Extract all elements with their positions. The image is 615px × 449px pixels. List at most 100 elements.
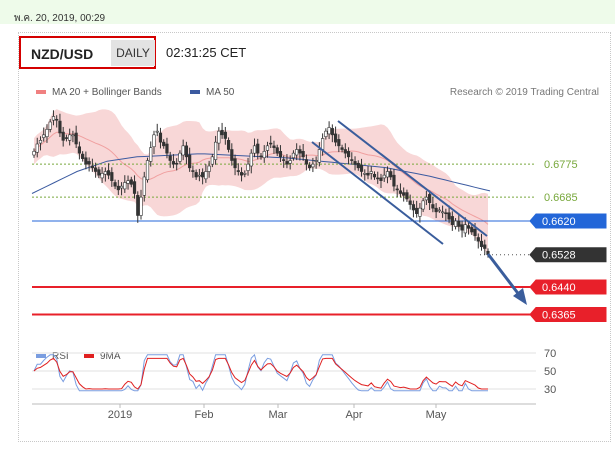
rsi-9ma-line [33,357,488,390]
trend-upper-line [337,120,488,237]
level-box-0.6440 [529,279,607,295]
candle-body [428,194,432,203]
candle-body [337,139,341,147]
candle-body [178,152,182,162]
candle-body [291,152,296,159]
candle-body [385,171,390,178]
candle-body [129,179,133,185]
candle-body [68,134,72,141]
candle-body [51,116,56,121]
candle-body [473,228,477,236]
candle-body [450,216,454,225]
candle-body [308,164,312,169]
candle-body [376,177,380,180]
legend-ma20-label: MA 20 + Bollinger Bands [52,87,162,98]
candle-body [220,129,224,136]
candle-body [314,160,318,162]
candle-body [278,151,283,158]
legend-ma20: MA 20 + Bollinger Bands [36,87,162,98]
legend-ma50-label: MA 50 [206,87,235,98]
candle-body [48,121,52,130]
candle-body [395,188,399,191]
candle-body [418,207,422,217]
candle-body [434,207,438,213]
candle-body [32,151,36,156]
bollinger-band [34,109,488,255]
rsi-swatch [36,354,46,359]
candle-body [149,147,153,162]
candle-body [61,131,65,141]
candle-body [311,163,315,168]
candle-body [77,146,81,154]
timeframe-button[interactable]: DAILY [111,40,155,66]
candle-body [269,142,273,145]
candle-body [431,204,435,209]
legend-9ma: 9MA [84,351,121,362]
candle-body [275,147,279,154]
candle-body [152,134,156,148]
candle-body [90,165,94,169]
candle-body [136,195,140,216]
chart-panel [18,32,611,442]
candle-body [197,174,201,177]
candle-body [165,143,169,154]
level-label-0.6440: 0.6440 [542,282,576,294]
candle-body [447,212,451,220]
legend-rsi: RSI [36,351,69,362]
candle-body [35,143,39,153]
candle-body [457,220,461,227]
x-tick-label-May: May [426,409,447,421]
candle-body [171,161,176,165]
candle-body [84,157,88,165]
candle-body [94,167,98,172]
candle-body [372,173,377,178]
level-box-0.6620 [529,213,607,229]
level-box-0.6365 [529,307,607,322]
credit-text: Research © 2019 Trading Central [449,87,599,98]
candle-body [71,134,75,137]
x-tick-label-Feb: Feb [195,409,214,421]
candle-body [103,171,107,175]
candle-body [126,180,130,184]
candle-body [411,204,416,211]
level-label-0.6685: 0.6685 [544,192,578,204]
level-box-0.6528 [529,247,607,263]
pair-selector[interactable]: NZD/USD DAILY [19,36,156,69]
candle-body [188,154,192,169]
candle-body [330,128,334,136]
candle-body [350,159,354,161]
candle-body [139,196,143,216]
candle-body [340,147,344,150]
candle-body [97,169,101,176]
candle-body [184,145,189,158]
candle-body [356,162,360,169]
candle-body [194,172,198,178]
x-tick-label-Mar: Mar [269,409,288,421]
candle-body [168,155,172,161]
candle-body [301,151,305,158]
candle-body [259,155,263,158]
ma9-swatch [84,354,94,359]
level-label-0.6365: 0.6365 [542,310,576,322]
candle-body [132,181,137,194]
candle-body [470,227,474,233]
level-label-0.6528: 0.6528 [542,250,576,262]
candle-body [398,190,403,194]
candle-body [100,173,104,179]
candle-body [363,173,367,175]
candle-body [116,185,120,191]
candle-body [466,225,471,229]
candle-body [421,200,425,210]
candle-body [201,172,205,178]
x-tick-label-2019: 2019 [108,409,132,421]
candle-body [113,182,117,187]
candle-body [145,160,150,181]
candle-body [230,149,234,161]
candle-body [437,209,441,212]
rsi-tick-label: 70 [544,348,556,360]
candle-body [463,224,467,234]
candle-body [204,171,208,180]
candle-body [155,130,159,133]
legend-9ma-label: 9MA [100,351,121,362]
ma50-swatch [190,90,200,95]
